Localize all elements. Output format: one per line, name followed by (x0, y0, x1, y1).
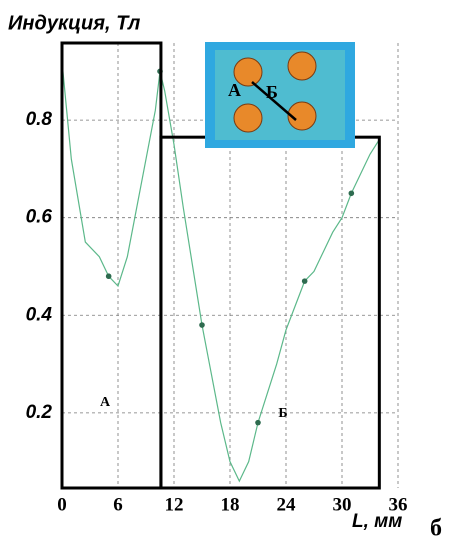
y-tick-label: 0.6 (26, 207, 53, 228)
panel-label: б (430, 516, 442, 542)
inset-image: А Б (205, 42, 355, 148)
region-label: А (100, 395, 111, 410)
x-tick-label: 12 (165, 494, 184, 515)
chart-title: Индукция, Тл (8, 12, 141, 34)
inset-label: Б (266, 82, 278, 102)
x-axis-label: L, мм (352, 511, 402, 532)
region-label: Б (278, 406, 287, 421)
marker (348, 190, 355, 197)
marker (301, 278, 308, 284)
y-tick-label: 0.4 (26, 304, 53, 325)
x-tick-label: 36 (389, 494, 408, 515)
region-box (159, 135, 381, 490)
x-tick-label: 24 (277, 494, 297, 515)
inset-label: А (228, 80, 241, 100)
region-box (60, 41, 163, 490)
data-line (61, 61, 380, 483)
x-tick-label: 18 (221, 494, 240, 515)
x-tick-label: 30 (333, 494, 352, 515)
y-tick-label: 0.2 (26, 402, 53, 423)
marker (255, 419, 261, 426)
x-tick-label: 0 (57, 494, 67, 515)
marker (199, 322, 205, 328)
y-tick-label: 0.8 (26, 109, 53, 130)
x-tick-label: 6 (113, 494, 123, 515)
marker (105, 273, 112, 280)
